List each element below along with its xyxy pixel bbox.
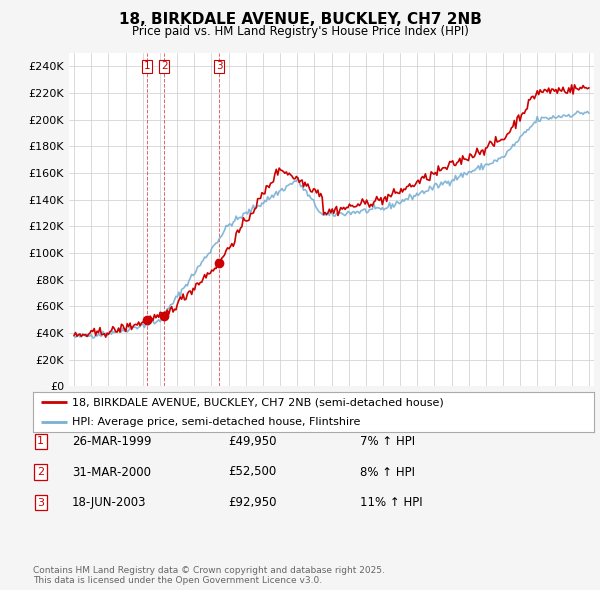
Text: 2: 2	[37, 467, 44, 477]
Text: £52,500: £52,500	[228, 466, 276, 478]
Text: 2: 2	[161, 61, 167, 71]
Text: £92,950: £92,950	[228, 496, 277, 509]
Text: 1: 1	[37, 437, 44, 446]
Text: 31-MAR-2000: 31-MAR-2000	[72, 466, 151, 478]
Text: 1: 1	[143, 61, 150, 71]
Text: 7% ↑ HPI: 7% ↑ HPI	[360, 435, 415, 448]
Text: HPI: Average price, semi-detached house, Flintshire: HPI: Average price, semi-detached house,…	[72, 418, 361, 427]
Text: 3: 3	[216, 61, 223, 71]
Text: 8% ↑ HPI: 8% ↑ HPI	[360, 466, 415, 478]
Text: Price paid vs. HM Land Registry's House Price Index (HPI): Price paid vs. HM Land Registry's House …	[131, 25, 469, 38]
Text: £49,950: £49,950	[228, 435, 277, 448]
Text: 11% ↑ HPI: 11% ↑ HPI	[360, 496, 422, 509]
Text: 18, BIRKDALE AVENUE, BUCKLEY, CH7 2NB (semi-detached house): 18, BIRKDALE AVENUE, BUCKLEY, CH7 2NB (s…	[72, 398, 444, 407]
Text: 18, BIRKDALE AVENUE, BUCKLEY, CH7 2NB: 18, BIRKDALE AVENUE, BUCKLEY, CH7 2NB	[119, 12, 481, 27]
Text: Contains HM Land Registry data © Crown copyright and database right 2025.: Contains HM Land Registry data © Crown c…	[33, 566, 385, 575]
Text: 3: 3	[37, 498, 44, 507]
Text: This data is licensed under the Open Government Licence v3.0.: This data is licensed under the Open Gov…	[33, 576, 322, 585]
Text: 18-JUN-2003: 18-JUN-2003	[72, 496, 146, 509]
Text: 26-MAR-1999: 26-MAR-1999	[72, 435, 151, 448]
